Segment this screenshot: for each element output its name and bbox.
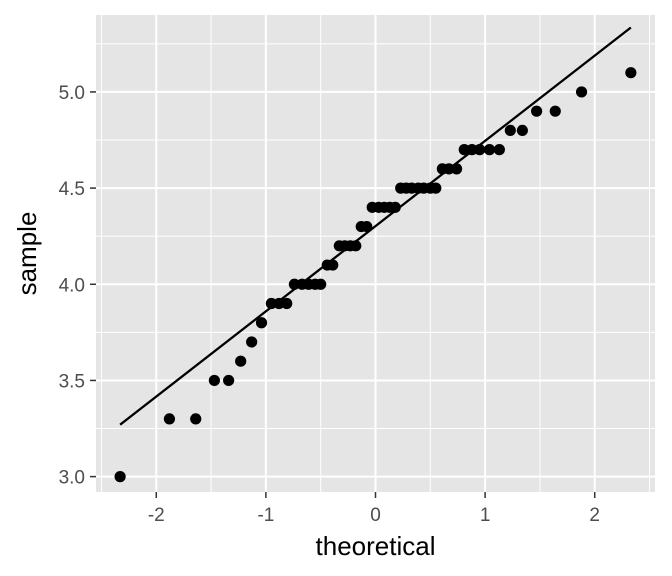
x-tick-label: -1: [257, 505, 274, 526]
y-tick-label: 3.0: [59, 468, 85, 489]
y-tick-label: 5.0: [59, 83, 85, 104]
data-point: [443, 163, 455, 175]
data-point: [255, 317, 268, 329]
data-point: [190, 413, 202, 425]
x-axis-ticks: -2 -1 0 1 2: [148, 492, 600, 526]
data-point: [163, 413, 176, 425]
data-point: [516, 124, 528, 137]
x-tick-label: -2: [148, 505, 165, 526]
major-gridlines: [96, 15, 655, 492]
data-points: [114, 67, 637, 483]
x-axis-title: theoretical: [316, 531, 436, 561]
data-point: [208, 374, 220, 387]
data-point: [430, 182, 442, 194]
y-tick-label: 3.5: [59, 371, 85, 392]
data-point: [493, 144, 505, 156]
data-point: [549, 105, 561, 117]
data-point: [451, 163, 463, 175]
x-tick-label: 1: [480, 505, 491, 526]
data-point: [223, 374, 235, 387]
data-point: [273, 297, 285, 310]
data-point: [625, 67, 637, 79]
y-tick-label: 4.0: [59, 275, 85, 296]
data-point: [246, 336, 258, 348]
data-point: [265, 297, 277, 310]
x-tick-label: 0: [370, 505, 381, 526]
data-point: [350, 240, 362, 252]
data-point: [315, 278, 327, 290]
data-point: [483, 144, 496, 156]
data-point: [327, 259, 339, 271]
y-axis-title: sample: [12, 212, 42, 296]
data-point: [235, 355, 247, 367]
data-point: [361, 220, 373, 233]
data-point: [504, 124, 516, 137]
y-axis-ticks: 3.0 3.5 4.0 4.5 5.0: [59, 83, 96, 489]
data-point: [281, 297, 293, 310]
data-point: [466, 144, 478, 156]
data-point: [575, 86, 588, 98]
data-point: [389, 201, 401, 213]
reference-line: [119, 26, 632, 426]
x-tick-label: 2: [589, 505, 600, 526]
data-point: [288, 278, 300, 290]
data-point: [474, 144, 486, 156]
data-point: [531, 105, 543, 117]
data-point: [114, 471, 126, 483]
y-tick-label: 4.5: [59, 179, 85, 200]
data-point: [458, 144, 470, 156]
